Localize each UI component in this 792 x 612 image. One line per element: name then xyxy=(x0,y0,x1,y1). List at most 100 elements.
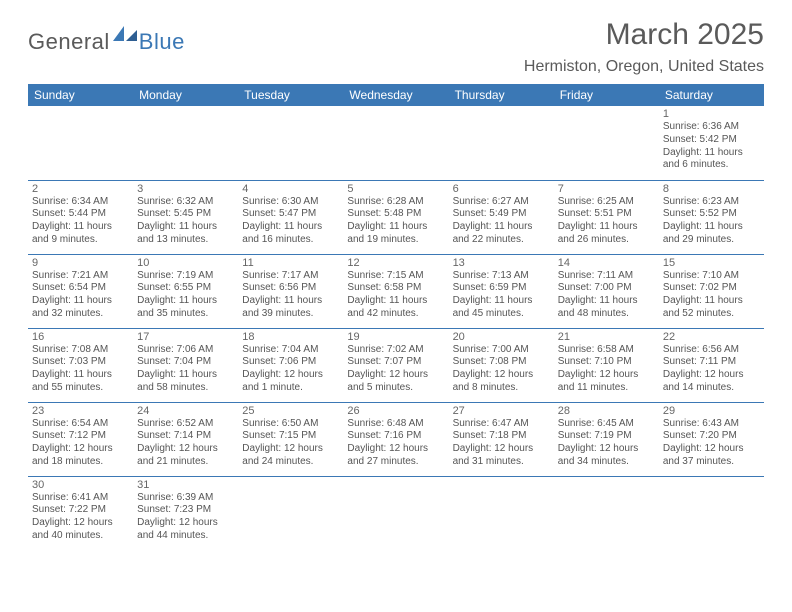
calendar-day-cell xyxy=(659,476,764,550)
sunset-line: Sunset: 6:58 PM xyxy=(347,282,444,295)
sunrise-line: Sunrise: 6:30 AM xyxy=(242,196,339,209)
sunrise-line: Sunrise: 7:06 AM xyxy=(137,344,234,357)
weekday-header: Saturday xyxy=(659,84,764,106)
calendar-table: Sunday Monday Tuesday Wednesday Thursday… xyxy=(28,84,764,550)
sail-icon xyxy=(113,26,137,46)
calendar-day-cell: 21Sunrise: 6:58 AMSunset: 7:10 PMDayligh… xyxy=(554,328,659,402)
daylight-line: Daylight: 11 hours and 42 minutes. xyxy=(347,295,444,321)
day-number: 26 xyxy=(347,405,444,417)
sunrise-line: Sunrise: 6:54 AM xyxy=(32,418,129,431)
sunrise-line: Sunrise: 6:45 AM xyxy=(558,418,655,431)
calendar-day-cell: 27Sunrise: 6:47 AMSunset: 7:18 PMDayligh… xyxy=(449,402,554,476)
day-number: 15 xyxy=(663,257,760,269)
daylight-line: Daylight: 11 hours and 13 minutes. xyxy=(137,221,234,247)
day-number: 18 xyxy=(242,331,339,343)
weekday-header: Tuesday xyxy=(238,84,343,106)
sunrise-line: Sunrise: 6:28 AM xyxy=(347,196,444,209)
day-number: 13 xyxy=(453,257,550,269)
sunrise-line: Sunrise: 6:36 AM xyxy=(663,121,760,134)
calendar-day-cell xyxy=(554,476,659,550)
sunset-line: Sunset: 7:06 PM xyxy=(242,356,339,369)
daylight-line: Daylight: 12 hours and 1 minute. xyxy=(242,369,339,395)
calendar-day-cell: 30Sunrise: 6:41 AMSunset: 7:22 PMDayligh… xyxy=(28,476,133,550)
sunset-line: Sunset: 6:56 PM xyxy=(242,282,339,295)
sunset-line: Sunset: 7:23 PM xyxy=(137,504,234,517)
calendar-day-cell xyxy=(343,106,448,180)
calendar-day-cell: 17Sunrise: 7:06 AMSunset: 7:04 PMDayligh… xyxy=(133,328,238,402)
sunrise-line: Sunrise: 6:52 AM xyxy=(137,418,234,431)
calendar-day-cell: 5Sunrise: 6:28 AMSunset: 5:48 PMDaylight… xyxy=(343,180,448,254)
sunset-line: Sunset: 7:11 PM xyxy=(663,356,760,369)
sunset-line: Sunset: 7:20 PM xyxy=(663,430,760,443)
day-number: 3 xyxy=(137,183,234,195)
logo-text-general: General xyxy=(28,29,110,55)
calendar-week-row: 16Sunrise: 7:08 AMSunset: 7:03 PMDayligh… xyxy=(28,328,764,402)
calendar-day-cell: 11Sunrise: 7:17 AMSunset: 6:56 PMDayligh… xyxy=(238,254,343,328)
calendar-day-cell xyxy=(554,106,659,180)
daylight-line: Daylight: 12 hours and 31 minutes. xyxy=(453,443,550,469)
sunset-line: Sunset: 5:44 PM xyxy=(32,208,129,221)
weekday-header-row: Sunday Monday Tuesday Wednesday Thursday… xyxy=(28,84,764,106)
sunset-line: Sunset: 7:15 PM xyxy=(242,430,339,443)
sunset-line: Sunset: 7:07 PM xyxy=(347,356,444,369)
sunset-line: Sunset: 7:12 PM xyxy=(32,430,129,443)
weekday-header: Wednesday xyxy=(343,84,448,106)
sunrise-line: Sunrise: 6:25 AM xyxy=(558,196,655,209)
daylight-line: Daylight: 12 hours and 44 minutes. xyxy=(137,517,234,543)
sunrise-line: Sunrise: 6:23 AM xyxy=(663,196,760,209)
calendar-day-cell: 7Sunrise: 6:25 AMSunset: 5:51 PMDaylight… xyxy=(554,180,659,254)
calendar-day-cell: 23Sunrise: 6:54 AMSunset: 7:12 PMDayligh… xyxy=(28,402,133,476)
sunrise-line: Sunrise: 6:27 AM xyxy=(453,196,550,209)
calendar-day-cell: 2Sunrise: 6:34 AMSunset: 5:44 PMDaylight… xyxy=(28,180,133,254)
day-number: 4 xyxy=(242,183,339,195)
month-year-title: March 2025 xyxy=(524,18,764,52)
sunrise-line: Sunrise: 6:43 AM xyxy=(663,418,760,431)
daylight-line: Daylight: 11 hours and 19 minutes. xyxy=(347,221,444,247)
daylight-line: Daylight: 11 hours and 39 minutes. xyxy=(242,295,339,321)
daylight-line: Daylight: 12 hours and 5 minutes. xyxy=(347,369,444,395)
day-number: 28 xyxy=(558,405,655,417)
daylight-line: Daylight: 12 hours and 27 minutes. xyxy=(347,443,444,469)
day-number: 19 xyxy=(347,331,444,343)
daylight-line: Daylight: 12 hours and 18 minutes. xyxy=(32,443,129,469)
calendar-week-row: 23Sunrise: 6:54 AMSunset: 7:12 PMDayligh… xyxy=(28,402,764,476)
day-number: 20 xyxy=(453,331,550,343)
day-number: 6 xyxy=(453,183,550,195)
sunrise-line: Sunrise: 7:13 AM xyxy=(453,270,550,283)
sunrise-line: Sunrise: 7:19 AM xyxy=(137,270,234,283)
calendar-day-cell: 20Sunrise: 7:00 AMSunset: 7:08 PMDayligh… xyxy=(449,328,554,402)
weekday-header: Sunday xyxy=(28,84,133,106)
calendar-day-cell: 12Sunrise: 7:15 AMSunset: 6:58 PMDayligh… xyxy=(343,254,448,328)
calendar-day-cell: 6Sunrise: 6:27 AMSunset: 5:49 PMDaylight… xyxy=(449,180,554,254)
day-number: 1 xyxy=(663,108,760,120)
calendar-week-row: 30Sunrise: 6:41 AMSunset: 7:22 PMDayligh… xyxy=(28,476,764,550)
calendar-day-cell xyxy=(133,106,238,180)
calendar-day-cell xyxy=(238,476,343,550)
sunrise-line: Sunrise: 6:48 AM xyxy=(347,418,444,431)
sunset-line: Sunset: 7:04 PM xyxy=(137,356,234,369)
daylight-line: Daylight: 11 hours and 32 minutes. xyxy=(32,295,129,321)
daylight-line: Daylight: 11 hours and 52 minutes. xyxy=(663,295,760,321)
calendar-day-cell: 16Sunrise: 7:08 AMSunset: 7:03 PMDayligh… xyxy=(28,328,133,402)
calendar-day-cell: 24Sunrise: 6:52 AMSunset: 7:14 PMDayligh… xyxy=(133,402,238,476)
sunrise-line: Sunrise: 7:21 AM xyxy=(32,270,129,283)
day-number: 12 xyxy=(347,257,444,269)
sunset-line: Sunset: 7:14 PM xyxy=(137,430,234,443)
sunrise-line: Sunrise: 7:10 AM xyxy=(663,270,760,283)
daylight-line: Daylight: 12 hours and 24 minutes. xyxy=(242,443,339,469)
daylight-line: Daylight: 12 hours and 11 minutes. xyxy=(558,369,655,395)
daylight-line: Daylight: 12 hours and 37 minutes. xyxy=(663,443,760,469)
day-number: 27 xyxy=(453,405,550,417)
title-block: March 2025 Hermiston, Oregon, United Sta… xyxy=(524,18,764,76)
day-number: 17 xyxy=(137,331,234,343)
calendar-day-cell xyxy=(449,476,554,550)
calendar-day-cell: 26Sunrise: 6:48 AMSunset: 7:16 PMDayligh… xyxy=(343,402,448,476)
sunset-line: Sunset: 7:08 PM xyxy=(453,356,550,369)
sunset-line: Sunset: 6:54 PM xyxy=(32,282,129,295)
sunset-line: Sunset: 6:55 PM xyxy=(137,282,234,295)
calendar-day-cell xyxy=(343,476,448,550)
sunset-line: Sunset: 7:00 PM xyxy=(558,282,655,295)
calendar-day-cell xyxy=(238,106,343,180)
calendar-week-row: 9Sunrise: 7:21 AMSunset: 6:54 PMDaylight… xyxy=(28,254,764,328)
sunset-line: Sunset: 5:45 PM xyxy=(137,208,234,221)
